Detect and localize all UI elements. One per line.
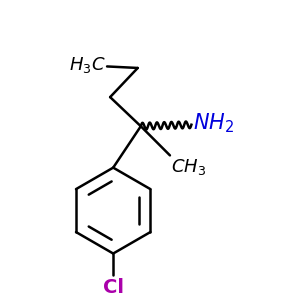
Text: $H_3C$: $H_3C$	[69, 55, 106, 75]
Text: $NH_2$: $NH_2$	[193, 111, 234, 135]
Text: Cl: Cl	[103, 278, 124, 297]
Text: $CH_3$: $CH_3$	[172, 157, 206, 177]
